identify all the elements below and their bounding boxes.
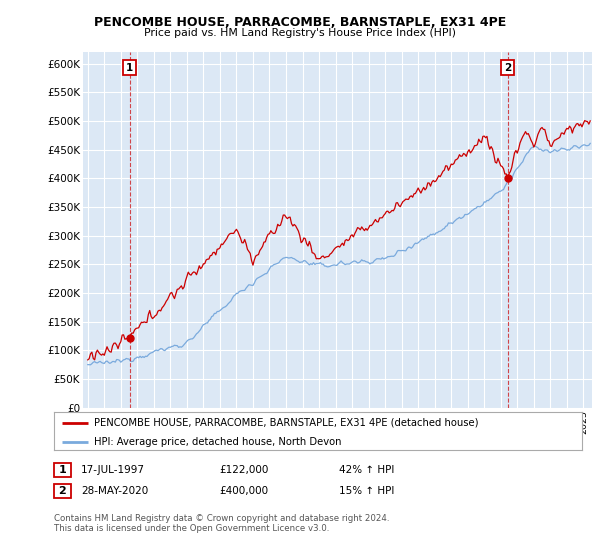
Text: PENCOMBE HOUSE, PARRACOMBE, BARNSTAPLE, EX31 4PE: PENCOMBE HOUSE, PARRACOMBE, BARNSTAPLE, … xyxy=(94,16,506,29)
Text: HPI: Average price, detached house, North Devon: HPI: Average price, detached house, Nort… xyxy=(94,437,341,447)
Text: 17-JUL-1997: 17-JUL-1997 xyxy=(81,465,145,475)
Text: Contains HM Land Registry data © Crown copyright and database right 2024.
This d: Contains HM Land Registry data © Crown c… xyxy=(54,514,389,534)
Text: Price paid vs. HM Land Registry's House Price Index (HPI): Price paid vs. HM Land Registry's House … xyxy=(144,28,456,38)
Text: PENCOMBE HOUSE, PARRACOMBE, BARNSTAPLE, EX31 4PE (detached house): PENCOMBE HOUSE, PARRACOMBE, BARNSTAPLE, … xyxy=(94,418,478,428)
Text: 2: 2 xyxy=(59,486,66,496)
Text: £122,000: £122,000 xyxy=(219,465,268,475)
Text: 1: 1 xyxy=(59,465,66,475)
Text: 28-MAY-2020: 28-MAY-2020 xyxy=(81,486,148,496)
Text: 42% ↑ HPI: 42% ↑ HPI xyxy=(339,465,394,475)
Text: 2: 2 xyxy=(504,63,511,73)
Text: £400,000: £400,000 xyxy=(219,486,268,496)
Text: 15% ↑ HPI: 15% ↑ HPI xyxy=(339,486,394,496)
Text: 1: 1 xyxy=(126,63,133,73)
